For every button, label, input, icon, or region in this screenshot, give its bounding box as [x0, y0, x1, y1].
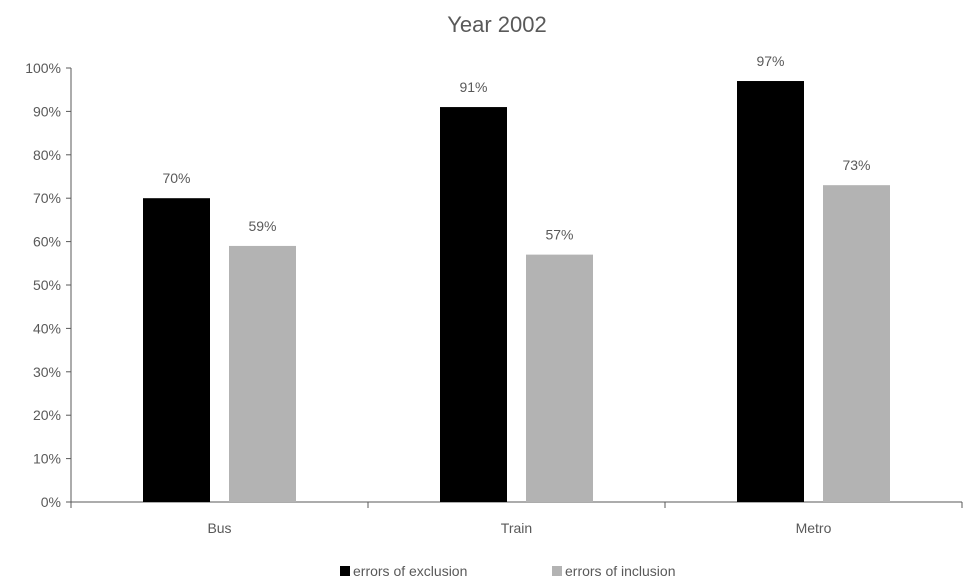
data-label: 73%	[842, 157, 870, 173]
bar	[823, 185, 890, 502]
data-labels-group: 70% 59% 91% 57% 97% 73%	[162, 53, 870, 243]
bar	[440, 107, 507, 502]
bar	[737, 81, 804, 503]
chart-legend: errors of exclusion errors of inclusion	[340, 563, 676, 579]
legend-swatch	[552, 566, 562, 576]
x-axis-ticks: Bus Train Metro	[70, 502, 963, 536]
x-tick-label: Bus	[207, 520, 231, 536]
data-label: 59%	[248, 218, 276, 234]
y-axis-ticks: 0% 10% 20% 30% 40% 50% 60% 70% 80% 90% 100%	[25, 60, 71, 510]
y-tick-label: 100%	[25, 60, 61, 76]
y-tick-label: 90%	[33, 103, 61, 119]
y-tick-label: 10%	[33, 451, 61, 467]
data-label: 91%	[459, 79, 487, 95]
legend-label: errors of inclusion	[565, 563, 676, 579]
y-tick-label: 40%	[33, 320, 61, 336]
data-label: 70%	[162, 170, 190, 186]
y-tick-label: 30%	[33, 364, 61, 380]
chart-title: Year 2002	[447, 12, 547, 37]
y-tick-label: 0%	[41, 494, 61, 510]
y-tick-label: 60%	[33, 234, 61, 250]
legend-swatch	[340, 566, 350, 576]
x-tick-label: Train	[501, 520, 532, 536]
bar	[526, 254, 593, 502]
bar	[229, 245, 296, 502]
x-tick-label: Metro	[796, 520, 832, 536]
legend-label: errors of exclusion	[353, 563, 467, 579]
y-tick-label: 70%	[33, 190, 61, 206]
data-label: 57%	[545, 227, 573, 243]
legend-item: errors of inclusion	[552, 563, 676, 579]
data-label: 97%	[756, 53, 784, 69]
y-tick-label: 50%	[33, 277, 61, 293]
y-tick-label: 80%	[33, 147, 61, 163]
bar-series-group	[143, 81, 890, 503]
y-tick-label: 20%	[33, 407, 61, 423]
legend-item: errors of exclusion	[340, 563, 467, 579]
bar	[143, 198, 210, 502]
